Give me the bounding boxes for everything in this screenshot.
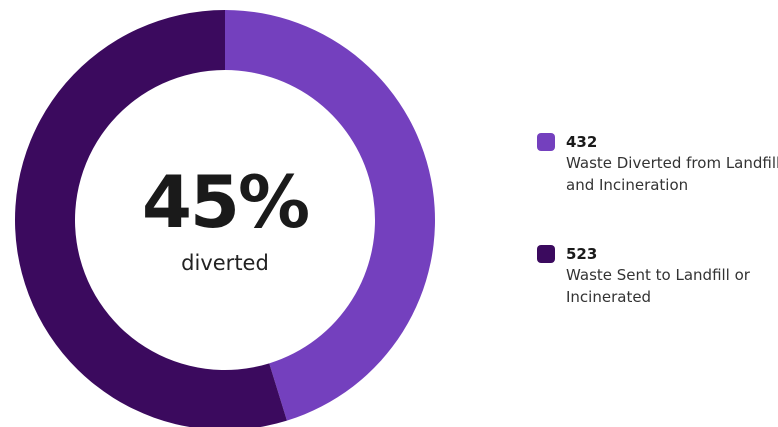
legend-item-landfill: 523 Waste Sent to Landfill or Incinerate… <box>537 243 777 313</box>
legend-value-diverted: 432 <box>566 133 598 151</box>
donut-slice-diverted <box>225 10 436 421</box>
donut-slices <box>15 10 436 427</box>
legend-swatch-diverted <box>537 133 555 151</box>
legend-value-landfill: 523 <box>566 245 598 263</box>
donut-chart <box>15 10 436 427</box>
legend-label-diverted: Waste Diverted from Landfill and Inciner… <box>566 154 778 194</box>
center-percent-label: 45% <box>141 160 310 244</box>
legend-item-diverted: 432 Waste Diverted from Landfill and Inc… <box>537 131 778 201</box>
donut-slice-landfill <box>15 10 287 427</box>
center-subtitle-label: diverted <box>181 251 269 275</box>
legend-label-landfill: Waste Sent to Landfill or Incinerated <box>566 266 750 306</box>
legend-swatch-landfill <box>537 245 555 263</box>
